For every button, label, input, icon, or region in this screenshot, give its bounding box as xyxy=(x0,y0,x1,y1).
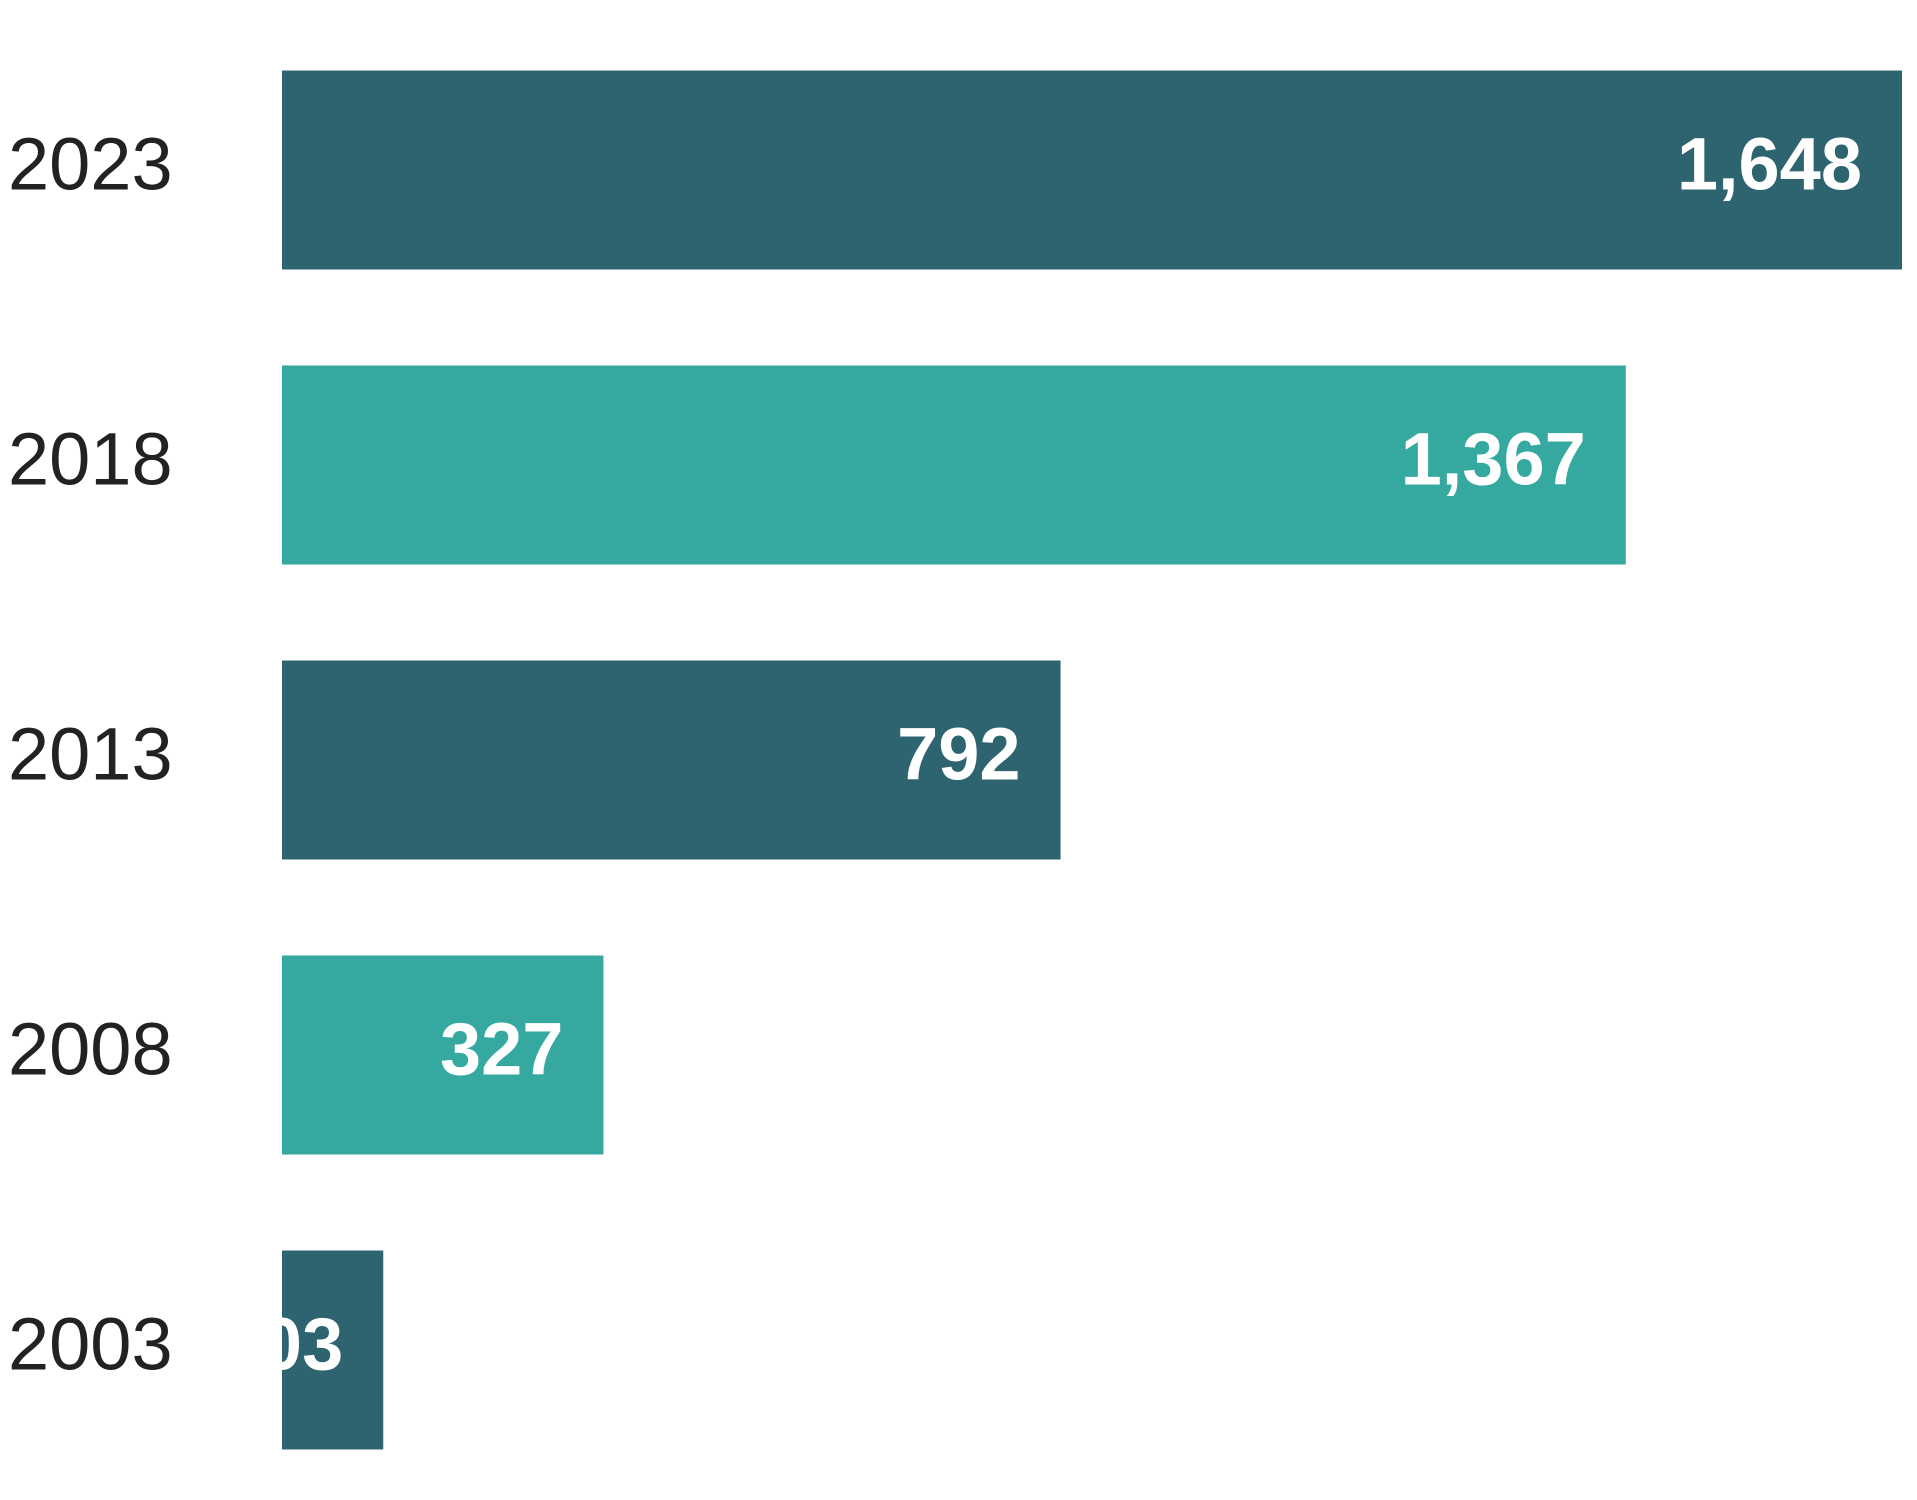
bar xyxy=(282,70,1902,270)
category-label: 2008 xyxy=(8,1008,173,1091)
category-label: 2013 xyxy=(8,713,173,796)
bar xyxy=(282,1250,384,1450)
value-label: 327 xyxy=(440,1008,563,1091)
bar xyxy=(282,955,604,1155)
value-label: 1,648 xyxy=(1677,123,1862,206)
bar xyxy=(282,660,1061,860)
value-label: 1,367 xyxy=(1401,418,1586,501)
category-label: 2023 xyxy=(8,123,173,206)
category-label: 2018 xyxy=(8,418,173,501)
bar xyxy=(282,365,1626,565)
value-label: 103 xyxy=(220,1303,343,1386)
value-label: 792 xyxy=(897,713,1020,796)
category-label: 2003 xyxy=(8,1303,173,1386)
